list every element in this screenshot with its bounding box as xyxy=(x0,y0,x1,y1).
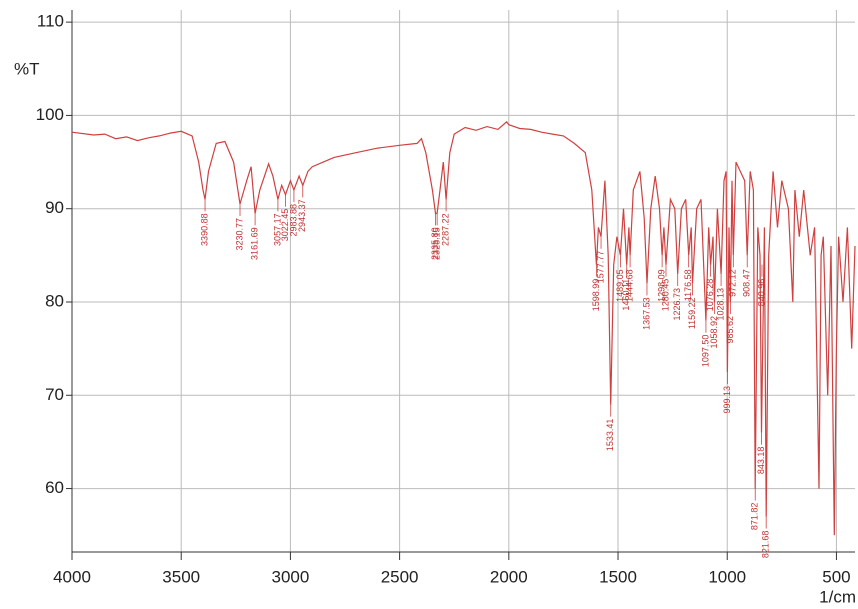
peak-label: 1577.77 xyxy=(595,251,605,284)
peak-label: 1058.92 xyxy=(709,316,719,349)
peak-label: 840.96 xyxy=(756,279,766,307)
peak-label: 1097.50 xyxy=(700,335,710,368)
x-tick-label: 3000 xyxy=(271,567,309,586)
x-tick-label: 500 xyxy=(822,567,850,586)
peak-label: 1280.45 xyxy=(660,279,670,312)
y-axis-label: %T xyxy=(14,59,40,78)
x-tick-label: 1500 xyxy=(599,567,637,586)
peak-label: 1533.41 xyxy=(605,419,615,452)
peak-label: 3022.45 xyxy=(280,209,290,242)
peak-label: 999.13 xyxy=(722,386,732,414)
y-tick-label: 90 xyxy=(45,198,64,217)
peak-label: 843.18 xyxy=(756,447,766,475)
x-tick-label: 2000 xyxy=(490,567,528,586)
peak-label: 2943.37 xyxy=(297,199,307,232)
peak-label: 908.47 xyxy=(742,269,752,297)
peak-label: 2983.88 xyxy=(288,204,298,237)
peak-label: 1489.05 xyxy=(615,269,625,302)
peak-label: 1226.73 xyxy=(672,288,682,321)
x-tick-label: 4000 xyxy=(53,567,91,586)
peak-label: 1460.11 xyxy=(621,279,631,311)
peak-label: 2328.15 xyxy=(431,227,441,260)
peak-label: 1298.09 xyxy=(656,269,666,302)
x-tick-label: 3500 xyxy=(162,567,200,586)
peak-label: 1598.99 xyxy=(591,279,601,312)
peak-label: 3230.77 xyxy=(234,218,244,251)
y-tick-label: 60 xyxy=(45,478,64,497)
peak-label: 3057.17 xyxy=(272,213,282,246)
peak-label: 3390.88 xyxy=(199,213,209,246)
peak-label: 1367.53 xyxy=(641,297,651,330)
peak-label: 1444.68 xyxy=(624,269,634,302)
peak-label: 972.12 xyxy=(728,269,738,297)
peak-label: 3161.69 xyxy=(249,227,259,260)
y-tick-label: 80 xyxy=(45,291,64,310)
peak-label: 1159.22 xyxy=(687,297,697,329)
peak-label: 2335.80 xyxy=(430,227,440,260)
peak-label: 821.68 xyxy=(761,531,771,559)
spectrum-line xyxy=(71,121,856,536)
peak-label: 871.82 xyxy=(750,503,760,531)
peak-label: 2287.22 xyxy=(440,213,450,246)
x-axis-label: 1/cm xyxy=(819,587,856,606)
y-tick-label: 100 xyxy=(36,105,64,124)
x-tick-label: 2500 xyxy=(381,567,419,586)
x-tick-label: 1000 xyxy=(708,567,746,586)
y-tick-label: 110 xyxy=(37,12,64,31)
y-tick-label: 70 xyxy=(45,385,64,404)
peak-label: 1028.13 xyxy=(715,288,725,321)
peak-label: 985.62 xyxy=(725,316,735,344)
peak-label: 1076.28 xyxy=(705,279,715,312)
peak-label: 1176.58 xyxy=(683,269,693,301)
